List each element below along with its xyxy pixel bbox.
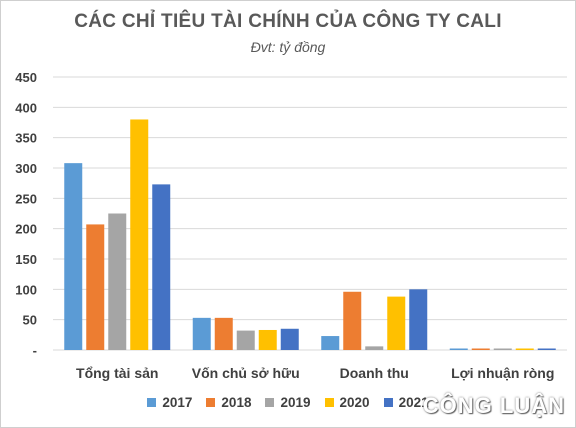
legend-swatch <box>206 398 216 407</box>
y-tick-label: 400 <box>15 100 37 115</box>
bar-2020-0 <box>130 119 149 350</box>
legend-swatch <box>383 398 393 407</box>
y-tick-label: 250 <box>15 191 37 206</box>
bar-2019-2 <box>365 346 384 350</box>
y-tick-label: 300 <box>15 161 37 176</box>
bar-2021-0 <box>152 184 171 350</box>
watermark-logo: CÔNG LUẬN <box>422 393 565 418</box>
x-tick-label: Doanh thu <box>340 365 409 381</box>
bar-2021-1 <box>280 328 299 350</box>
bar-2017-3 <box>449 348 468 350</box>
bar-2019-3 <box>493 348 512 350</box>
bar-2019-0 <box>108 213 127 350</box>
bar-2017-2 <box>321 336 340 350</box>
legend-label: 2021 <box>398 395 429 410</box>
bar-2018-1 <box>214 317 233 350</box>
y-tick-label: - <box>33 343 37 358</box>
x-tick-label: Vốn chủ sở hữu <box>192 365 300 381</box>
legend: 2017 2018 2019 2020 2021 <box>1 395 575 410</box>
legend-swatch <box>265 398 275 407</box>
legend-item-2018: 2018 <box>206 395 251 410</box>
legend-item-2020: 2020 <box>324 395 370 410</box>
legend-label: 2018 <box>221 395 252 410</box>
legend-label: 2020 <box>339 395 370 410</box>
legend-item-2017: 2017 <box>147 395 192 410</box>
bar-2019-1 <box>236 330 255 350</box>
x-tick-label: Tổng tài sản <box>76 365 158 381</box>
y-tick-label: 450 <box>15 70 37 85</box>
y-tick-label: 100 <box>15 282 37 297</box>
chart-subtitle: Đvt: tỷ đồng <box>250 39 326 55</box>
y-tick-label: 50 <box>23 313 37 328</box>
legend-label: 2019 <box>280 395 311 410</box>
bar-2018-3 <box>471 348 490 350</box>
legend-item-2019: 2019 <box>265 395 311 410</box>
legend-swatch <box>324 398 334 407</box>
x-tick-label: Lợi nhuận ròng <box>451 365 554 381</box>
legend-item-2021: 2021 <box>383 395 429 410</box>
bar-2020-2 <box>387 296 406 350</box>
y-tick-label: 200 <box>15 222 37 237</box>
bar-2020-1 <box>258 329 277 350</box>
legend-label: 2017 <box>162 395 193 410</box>
chart-title: CÁC CHỈ TIÊU TÀI CHÍNH CỦA CÔNG TY CALI <box>74 11 502 32</box>
bar-2017-1 <box>192 317 211 350</box>
y-tick-label: 150 <box>15 252 37 267</box>
bar-2017-0 <box>64 163 83 350</box>
bar-2021-3 <box>537 348 556 350</box>
y-tick-label: 350 <box>15 131 37 146</box>
bar-2018-0 <box>86 224 105 350</box>
bar-2018-2 <box>343 291 362 350</box>
legend-swatch <box>147 398 157 407</box>
bar-2021-2 <box>409 289 428 350</box>
bar-2020-3 <box>515 348 534 350</box>
